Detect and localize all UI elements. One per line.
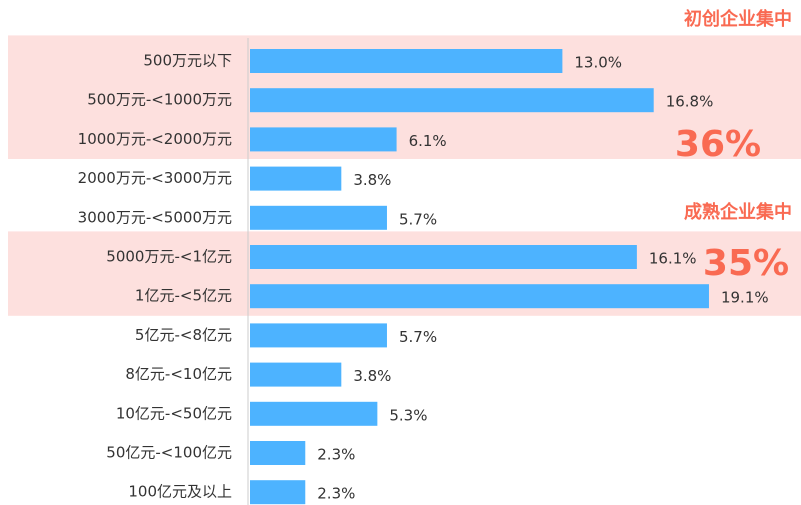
category-label: 5000万元-<1亿元 [106, 248, 232, 266]
category-label: 500万元以下 [143, 52, 232, 70]
value-label: 5.7% [399, 210, 437, 228]
category-label: 8亿元-<10亿元 [125, 365, 232, 383]
bar [250, 323, 387, 348]
annotation-title: 初创企业集中 [684, 8, 792, 30]
bar [250, 362, 342, 387]
bar [250, 441, 306, 465]
category-label: 500万元-<1000万元 [87, 91, 232, 109]
bar [250, 401, 378, 426]
value-label: 5.3% [389, 406, 427, 424]
bar [250, 166, 342, 191]
category-label: 10亿元-<50亿元 [116, 404, 232, 422]
category-label: 50亿元-<100亿元 [106, 444, 232, 462]
bar [250, 480, 306, 505]
value-label: 3.8% [353, 171, 391, 189]
value-label: 5.7% [399, 328, 437, 346]
bar [250, 49, 563, 73]
annotation-title: 成熟企业集中 [684, 201, 792, 223]
category-label: 1000万元-<2000万元 [78, 130, 232, 148]
category-label: 100亿元及以上 [128, 483, 232, 501]
annotation-share: 36% [675, 124, 761, 165]
value-label: 2.3% [317, 485, 355, 503]
category-label: 2000万元-<3000万元 [78, 169, 232, 187]
category-label: 1亿元-<5亿元 [135, 287, 232, 305]
value-label: 16.8% [666, 93, 714, 111]
category-label: 3000万元-<5000万元 [78, 208, 232, 226]
value-label: 16.1% [649, 250, 697, 268]
category-label: 5亿元-<8亿元 [135, 326, 232, 344]
bar [250, 127, 397, 152]
annotation-share: 35% [703, 243, 789, 284]
bar [250, 88, 654, 113]
value-label: 6.1% [409, 132, 447, 150]
value-label: 13.0% [574, 54, 622, 72]
value-label: 3.8% [353, 367, 391, 385]
bar [250, 245, 637, 269]
value-label: 2.3% [317, 446, 355, 464]
bar [250, 284, 709, 309]
value-label: 19.1% [721, 289, 769, 307]
bar [250, 205, 387, 230]
